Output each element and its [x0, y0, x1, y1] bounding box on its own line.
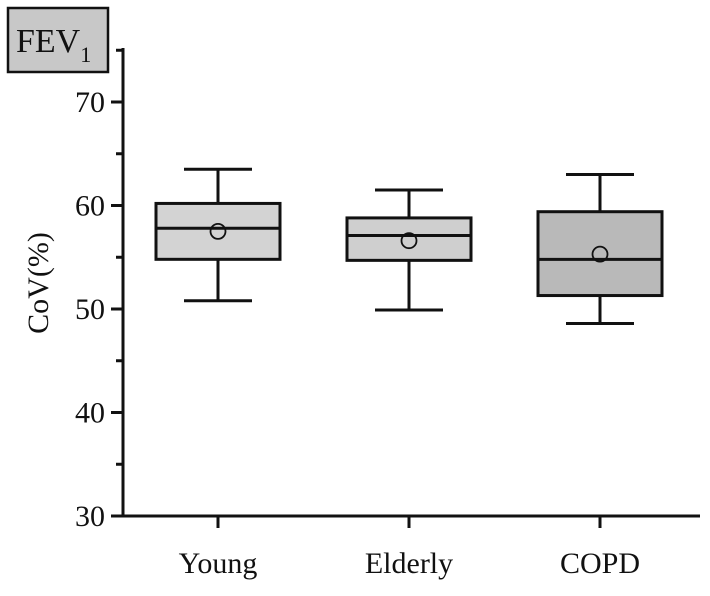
box-iqr: [536, 210, 664, 298]
mean-marker: [591, 245, 609, 263]
y-tick-label: 50: [75, 293, 105, 326]
panel-label-text: FEV1: [16, 23, 91, 67]
y-tick-label: 60: [75, 190, 105, 223]
box-iqr: [345, 216, 473, 262]
box-group-copd: [536, 172, 664, 325]
mean-marker: [209, 222, 227, 240]
panel-label: FEV1: [6, 6, 110, 74]
x-tick-label: COPD: [560, 547, 640, 580]
axes: 30 40 50 60 70 Young Elderly COPD: [75, 48, 700, 580]
boxes: [154, 167, 664, 325]
x-tick-label: Elderly: [365, 547, 453, 580]
y-tick-label: 30: [75, 500, 105, 533]
panel-label-subscript: 1: [80, 42, 91, 67]
panel-label-main: FEV: [16, 23, 81, 60]
box-group-young: [154, 167, 282, 303]
y-tick-label: 40: [75, 397, 105, 430]
y-tick-label: 70: [75, 86, 105, 119]
box-iqr: [154, 201, 282, 261]
box-group-elderly: [345, 188, 473, 312]
panel-label-box: [6, 6, 110, 74]
x-tick-label: Young: [179, 547, 258, 580]
y-axis-title: CoV(%): [22, 232, 55, 334]
mean-marker: [400, 232, 418, 250]
